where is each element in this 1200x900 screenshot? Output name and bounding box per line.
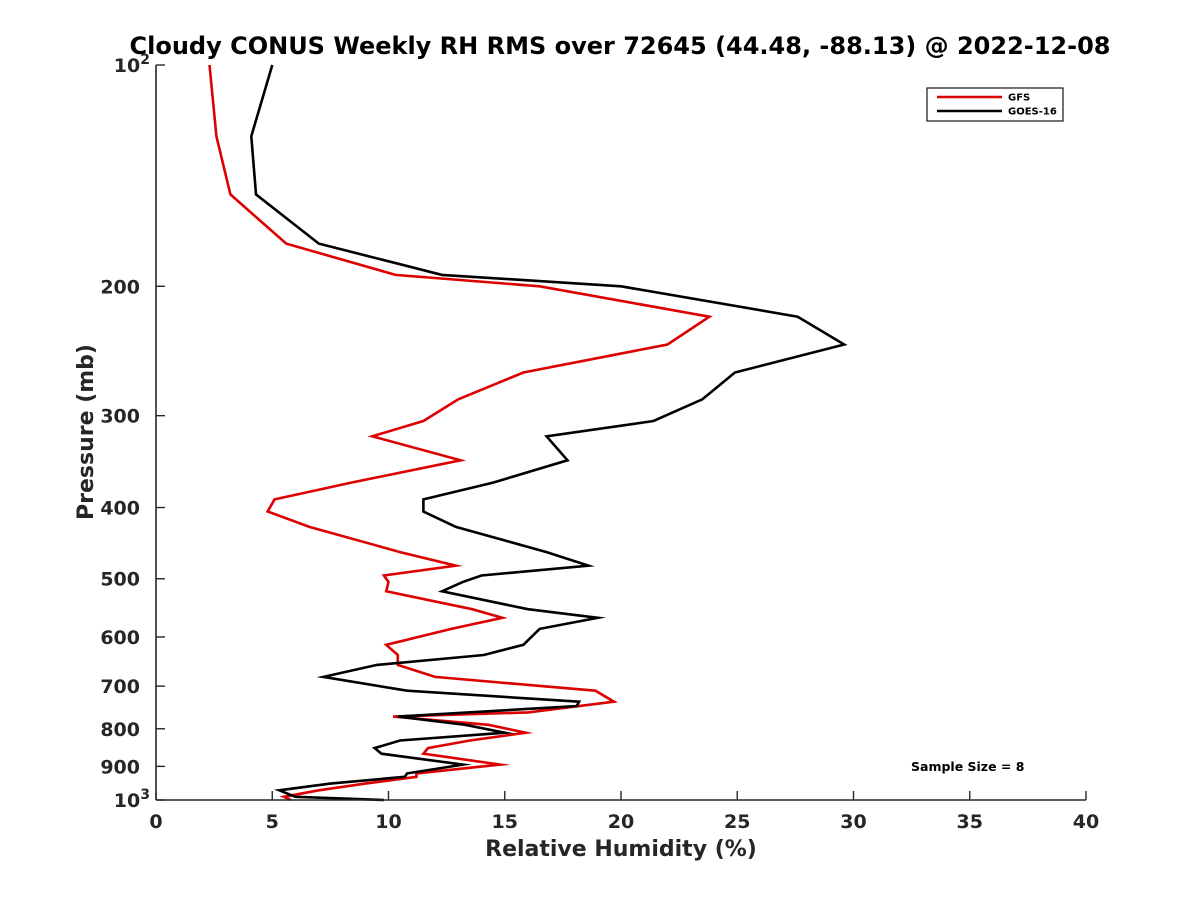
y-tick-label: 500	[100, 569, 140, 591]
x-tick-label: 30	[840, 811, 866, 833]
x-axis-label: Relative Humidity (%)	[485, 837, 757, 862]
sample-size-annotation: Sample Size = 8	[911, 759, 1024, 774]
y-tick-label: 103	[114, 787, 150, 812]
legend: GFS GOES-16	[926, 87, 1064, 122]
y-tick-label: 600	[100, 627, 140, 649]
y-tick-exponent: 2	[140, 52, 150, 68]
x-axis-ticks: 0 5 10 15 20 25 30 35 40	[149, 791, 1099, 833]
x-tick-label: 20	[608, 811, 634, 833]
x-tick-label: 25	[724, 811, 750, 833]
y-tick-label: 900	[100, 756, 140, 778]
series-layer	[208, 64, 848, 802]
x-tick-label: 5	[266, 811, 279, 833]
x-tick-label: 35	[957, 811, 983, 833]
y-tick-label: 200	[100, 276, 140, 298]
x-tick-label: 0	[149, 811, 162, 833]
series-line-gfs	[208, 64, 713, 802]
series-line-goes-16	[249, 64, 848, 802]
y-tick-exponent: 3	[140, 787, 150, 803]
y-tick-label: 102	[114, 52, 150, 77]
y-tick-base: 10	[114, 790, 140, 812]
legend-box	[926, 87, 1064, 122]
legend-label-gfs: GFS	[1008, 93, 1030, 104]
legend-label-goes-16: GOES-16	[1008, 107, 1057, 118]
y-axis-label: Pressure (mb)	[74, 344, 99, 520]
axes-background	[156, 65, 1086, 800]
x-tick-label: 15	[492, 811, 518, 833]
y-tick-base: 10	[114, 55, 140, 77]
plot-area	[155, 64, 1086, 802]
y-tick-label: 400	[100, 498, 140, 520]
x-tick-label: 10	[375, 811, 401, 833]
y-tick-label: 800	[100, 719, 140, 741]
chart-title: Cloudy CONUS Weekly RH RMS over 72645 (4…	[130, 32, 1111, 60]
y-tick-label: 300	[100, 406, 140, 428]
y-tick-label: 700	[100, 676, 140, 698]
x-tick-label: 40	[1073, 811, 1099, 833]
